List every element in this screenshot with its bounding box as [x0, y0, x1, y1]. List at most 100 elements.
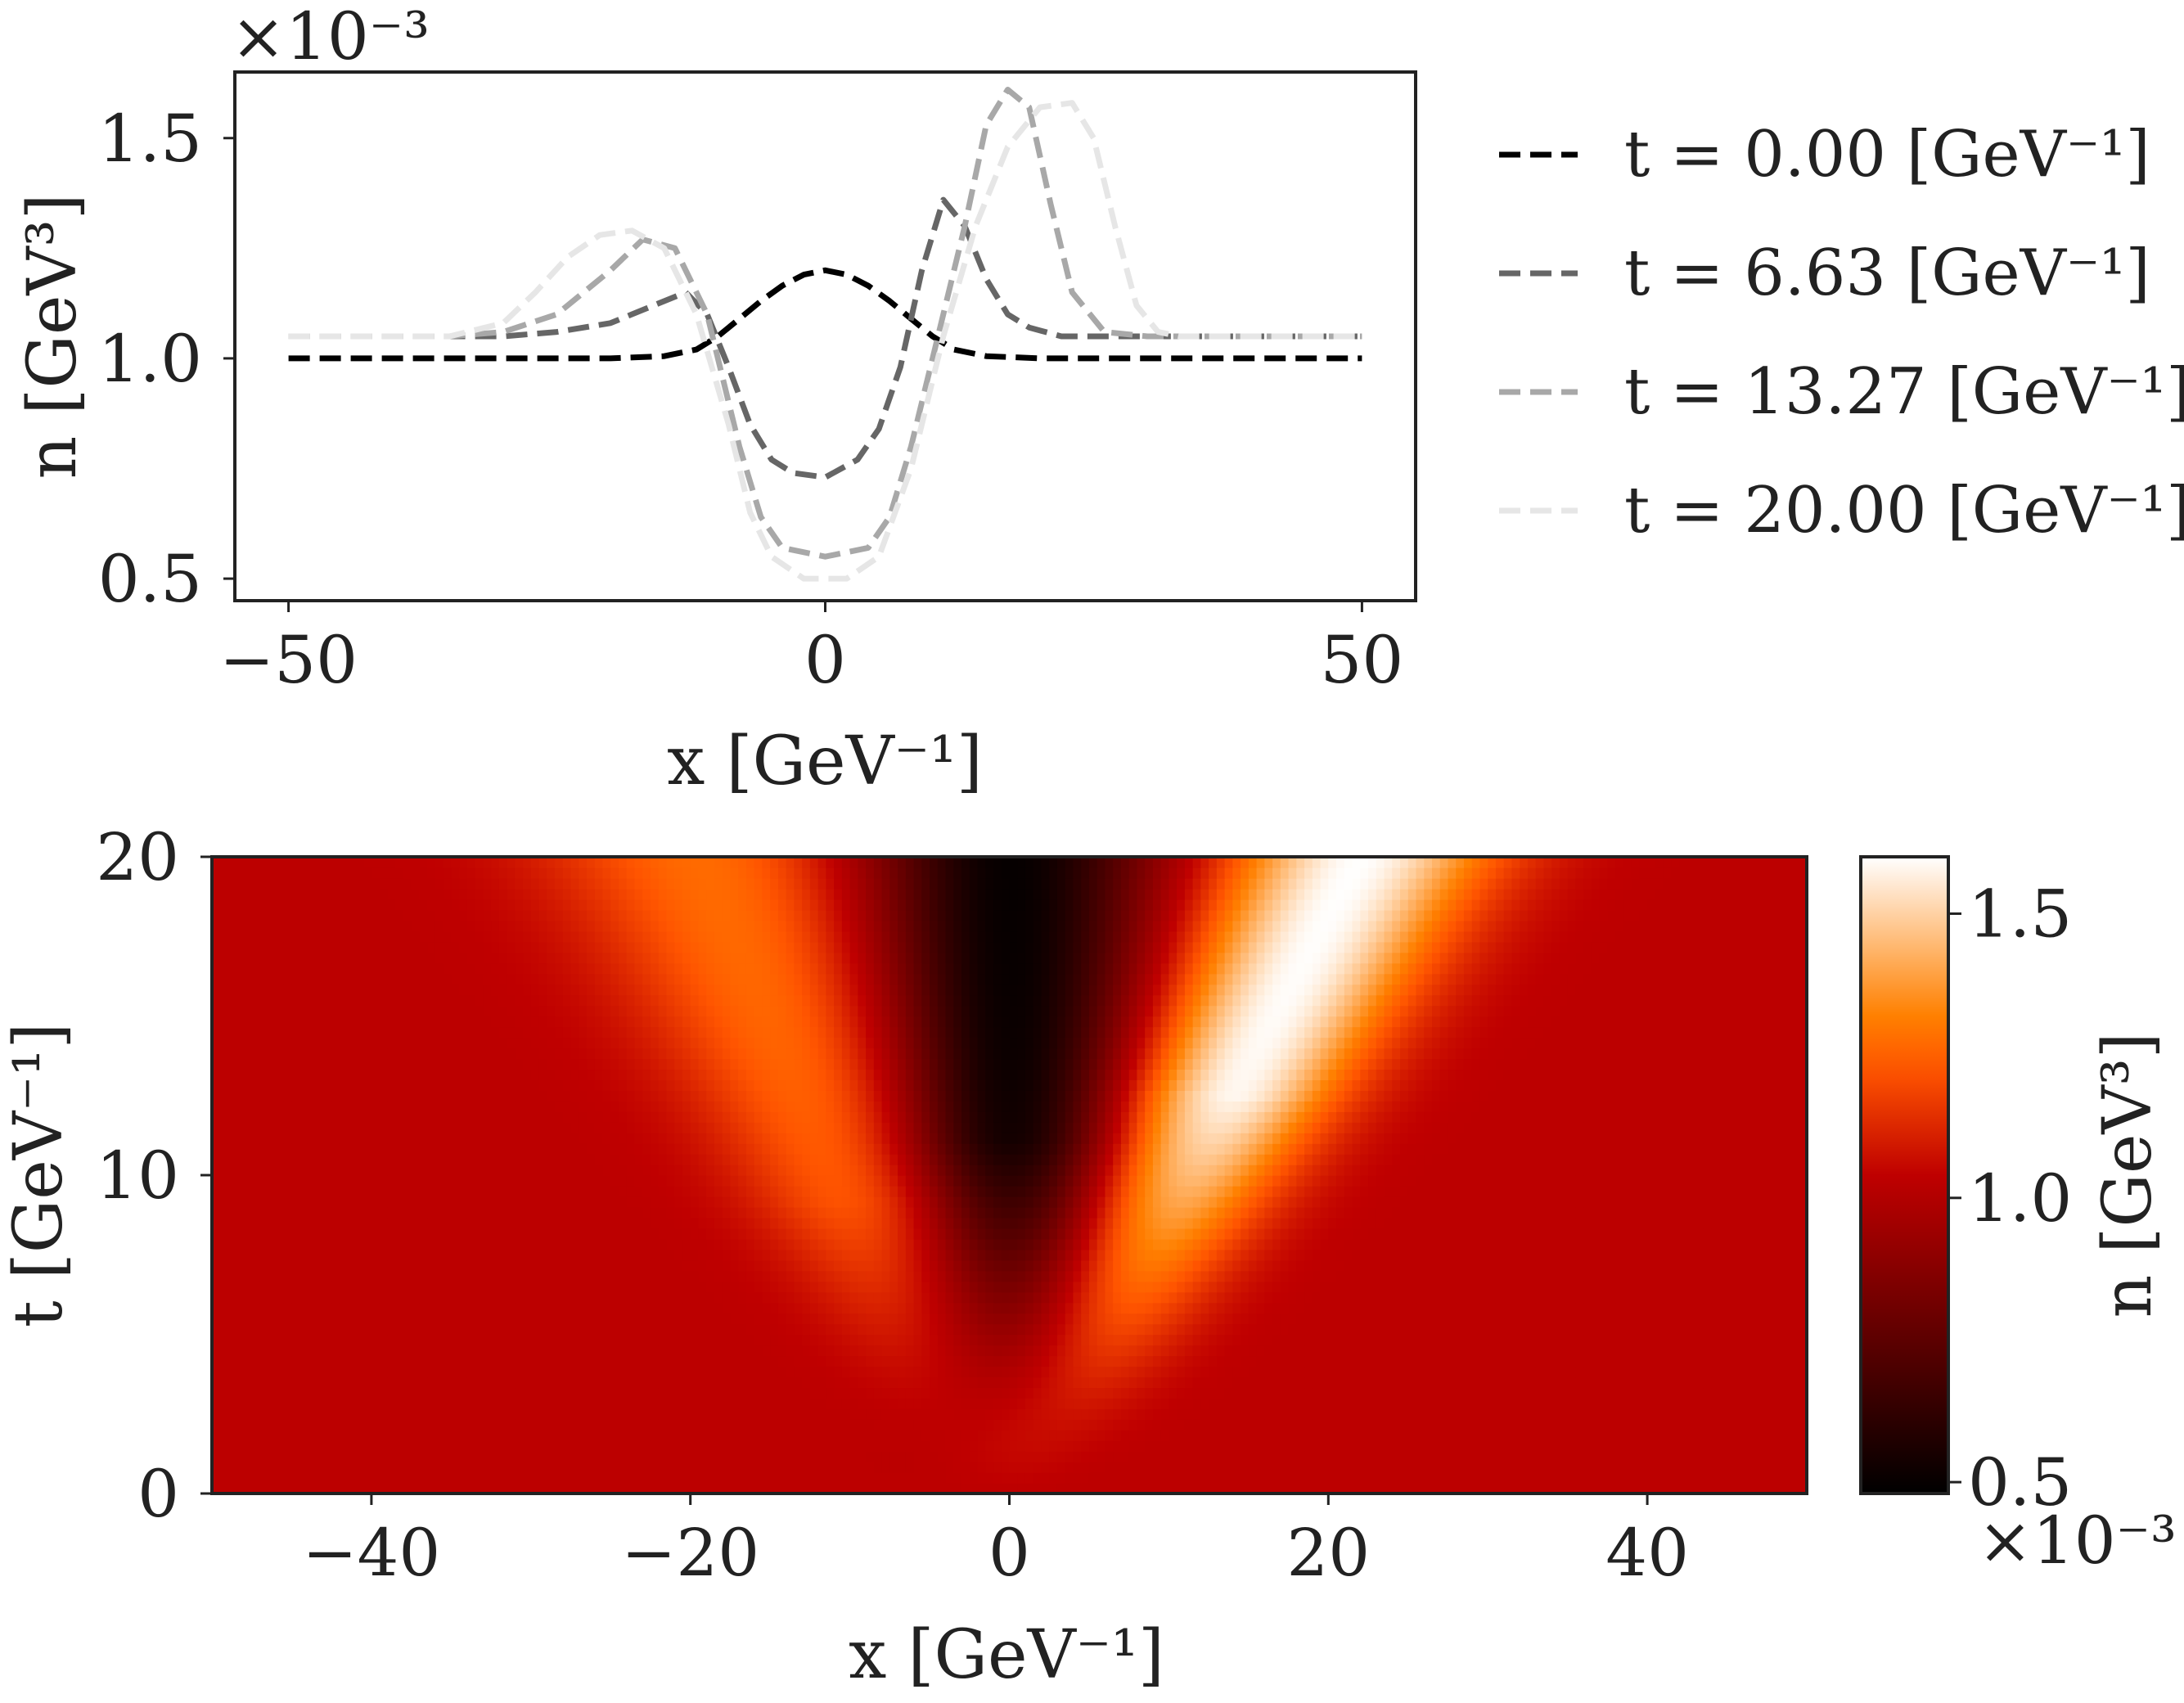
- heatmap-cell: [1128, 1249, 1138, 1261]
- heatmap-cell: [1177, 1472, 1186, 1484]
- heatmap-cell: [1463, 1323, 1473, 1336]
- heatmap-cell: [1192, 1238, 1202, 1250]
- heatmap-cell: [889, 1238, 898, 1250]
- heatmap-cell: [1551, 1430, 1560, 1441]
- heatmap-cell: [809, 1387, 819, 1399]
- heatmap-cell: [905, 1323, 915, 1336]
- heatmap-cell: [1559, 1281, 1569, 1293]
- heatmap-cell: [1631, 1430, 1641, 1441]
- heatmap-cell: [1567, 1430, 1577, 1441]
- heatmap-cell: [212, 1451, 221, 1462]
- heatmap-cell: [650, 1291, 660, 1304]
- heatmap-cell: [1559, 1376, 1569, 1389]
- heatmap-cell: [1105, 1366, 1114, 1378]
- heatmap-cell: [1145, 1483, 1154, 1494]
- heatmap-cell: [1073, 1408, 1082, 1420]
- heatmap-cell: [826, 1483, 835, 1494]
- heatmap-cell: [745, 1408, 755, 1420]
- heatmap-cell: [1790, 1387, 1799, 1399]
- heatmap-cell: [251, 1366, 261, 1378]
- heatmap-cell: [1679, 1387, 1688, 1399]
- heatmap-cell: [1448, 1302, 1457, 1314]
- heatmap-cell: [1137, 1355, 1146, 1367]
- heatmap-cell: [834, 1302, 843, 1314]
- heatmap-cell: [1407, 1472, 1417, 1484]
- heatmap-cell: [1145, 1419, 1154, 1430]
- heatmap-cell: [1727, 1259, 1736, 1272]
- heatmap-cell: [315, 1355, 325, 1367]
- heatmap-cell: [881, 1483, 891, 1494]
- heatmap-cell: [323, 1323, 332, 1336]
- heatmap-cell: [1511, 1238, 1520, 1250]
- heatmap-cell: [1241, 1270, 1250, 1282]
- heatmap-cell: [291, 1228, 300, 1240]
- heatmap-cell: [1088, 1419, 1098, 1430]
- heatmap-cell: [1559, 1355, 1569, 1367]
- heatmap-cell: [849, 1259, 859, 1272]
- heatmap-cell: [730, 1291, 739, 1304]
- heatmap-cell: [1456, 1345, 1465, 1357]
- heatmap-cell: [1041, 1345, 1050, 1357]
- heatmap-cell: [459, 1323, 468, 1336]
- heatmap-cell: [268, 1291, 277, 1304]
- heatmap-cell: [1567, 1398, 1577, 1409]
- heatmap-cell: [268, 1366, 277, 1378]
- heatmap-cell: [658, 1270, 668, 1282]
- heatmap-cell: [1160, 1408, 1170, 1420]
- heatmap-cell: [419, 1408, 428, 1420]
- heatmap-cell: [547, 1366, 556, 1378]
- heatmap-cell: [1758, 1398, 1767, 1409]
- heatmap-cell: [1718, 1387, 1728, 1399]
- heatmap-cell: [1511, 1440, 1520, 1452]
- heatmap-cell: [1169, 1281, 1178, 1293]
- heatmap-cell: [1575, 1355, 1584, 1367]
- heatmap-cell: [1456, 1281, 1465, 1293]
- heatmap-cell: [889, 1249, 898, 1261]
- heatmap-cell: [1448, 1440, 1457, 1452]
- heatmap-cell: [236, 1323, 245, 1336]
- heatmap-cell: [937, 1270, 947, 1282]
- heatmap-cell: [930, 1228, 939, 1240]
- heatmap-cell: [786, 1462, 795, 1473]
- heatmap-cell: [507, 1408, 516, 1420]
- heatmap-cell: [1695, 1270, 1704, 1282]
- heatmap-cell: [1280, 1345, 1290, 1357]
- heatmap-cell: [212, 1398, 221, 1409]
- heatmap-cell: [1241, 1238, 1250, 1250]
- heatmap-cell: [881, 1345, 891, 1357]
- heatmap-cell: [1782, 1430, 1792, 1441]
- heatmap-cell: [403, 1462, 412, 1473]
- heatmap-cell: [1264, 1366, 1273, 1378]
- heatmap-cell: [1049, 1462, 1058, 1473]
- heatmap-cell: [698, 1376, 707, 1389]
- heatmap-cell: [1256, 1398, 1266, 1409]
- heatmap-cell: [1663, 1302, 1673, 1314]
- heatmap-cell: [1520, 1366, 1529, 1378]
- heatmap-cell: [530, 1366, 540, 1378]
- heatmap-cell: [1456, 1451, 1465, 1462]
- heatmap-cell: [1535, 1281, 1545, 1293]
- heatmap-cell: [483, 1440, 492, 1452]
- heatmap-cell: [483, 1313, 492, 1325]
- heatmap-cell: [538, 1238, 547, 1250]
- heatmap-cell: [1503, 1451, 1513, 1462]
- heatmap-cell: [618, 1228, 628, 1240]
- heatmap-cell: [1448, 1281, 1457, 1293]
- heatmap-cell: [961, 1313, 970, 1325]
- heatmap-cell: [1695, 1291, 1704, 1304]
- heatmap-cell: [1439, 1430, 1449, 1441]
- heatmap-cell: [930, 1366, 939, 1378]
- heatmap-cell: [993, 1281, 1002, 1293]
- heatmap-cell: [1663, 1345, 1673, 1357]
- heatmap-cell: [1097, 1345, 1106, 1357]
- heatmap-cell: [1152, 1313, 1162, 1325]
- heatmap-cell: [1695, 1472, 1704, 1484]
- heatmap-cell: [1488, 1270, 1497, 1282]
- heatmap-cell: [275, 1398, 285, 1409]
- heatmap-cell: [1790, 1323, 1799, 1336]
- heatmap-cell: [674, 1387, 683, 1399]
- heatmap-cell: [395, 1259, 404, 1272]
- heatmap-cell: [339, 1238, 349, 1250]
- heatmap-cell: [1663, 1323, 1673, 1336]
- heatmap-cell: [1407, 1270, 1417, 1282]
